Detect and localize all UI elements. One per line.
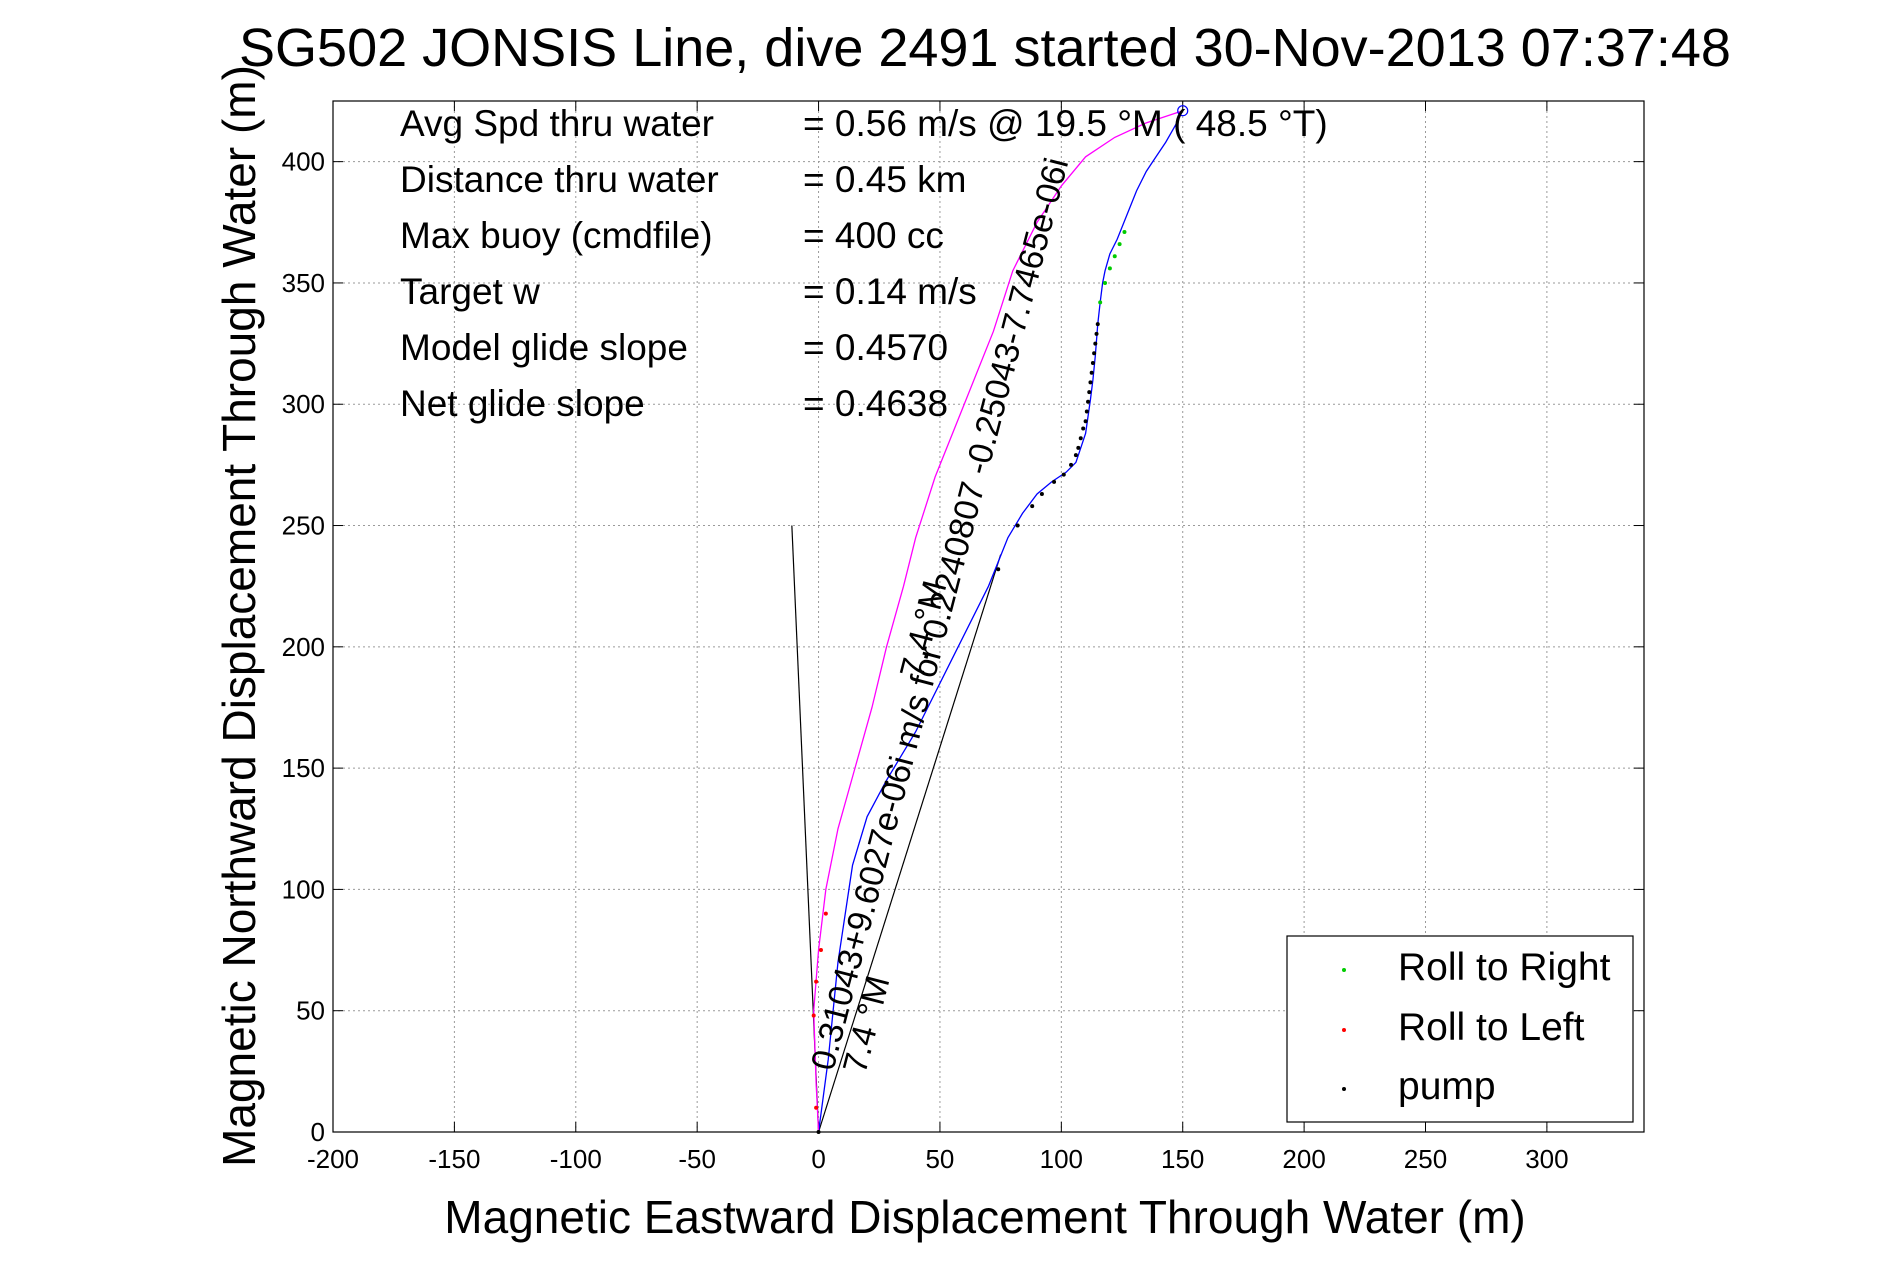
marker-point [1112, 254, 1117, 259]
marker-point [1094, 331, 1099, 336]
x-tick-label: -50 [678, 1144, 716, 1174]
marker-point [884, 780, 889, 785]
marker-point [1087, 390, 1092, 395]
reference-line [817, 554, 1002, 1133]
series-lines [813, 110, 1184, 1133]
chart-title: SG502 JONSIS Line, dive 2491 started 30-… [239, 18, 1731, 78]
marker-point [1069, 462, 1074, 467]
stat-value: = 400 cc [803, 215, 944, 256]
marker-point [1078, 436, 1083, 441]
legend-label-roll-left: Roll to Left [1398, 1006, 1585, 1049]
marker-point [1095, 322, 1100, 327]
legend-label-pump: pump [1398, 1065, 1496, 1108]
y-tick-label: 400 [282, 147, 325, 177]
series-line [813, 110, 1183, 1133]
marker-point [1122, 229, 1127, 234]
marker-point [1030, 504, 1035, 509]
stat-label: Avg Spd thru water [400, 103, 714, 144]
legend-marker-roll-left [1342, 1028, 1346, 1032]
x-tick-label: 150 [1161, 1144, 1204, 1174]
markers [811, 105, 1189, 1134]
stat-value: = 0.45 km [803, 159, 967, 200]
legend-label-roll-right: Roll to Right [1398, 946, 1611, 989]
marker-point [1092, 351, 1097, 356]
stat-value: = 0.4570 [803, 327, 948, 368]
y-axis-ticks: 0 50 100 150 200 250 300 350 400 [282, 147, 1644, 1147]
marker-point [814, 979, 819, 984]
y-tick-label: 200 [282, 632, 325, 662]
stat-label: Net glide slope [400, 383, 645, 424]
stat-value: = 0.56 m/s @ 19.5 °M ( 48.5 °T) [803, 103, 1328, 144]
plot-area [332, 100, 1645, 1133]
x-tick-label: -150 [428, 1144, 480, 1174]
stat-value: = 0.4638 [803, 383, 948, 424]
y-tick-label: 0 [311, 1117, 325, 1147]
marker-point [1103, 280, 1108, 285]
grid [332, 101, 1644, 1133]
marker-point [1083, 419, 1088, 424]
marker-point [1039, 491, 1044, 496]
y-tick-label: 150 [282, 753, 325, 783]
marker-point [1015, 523, 1020, 528]
marker-point [823, 911, 828, 916]
x-tick-label: -200 [307, 1144, 359, 1174]
y-axis-label: Magnetic Northward Displacement Through … [213, 65, 265, 1167]
x-tick-label: 250 [1404, 1144, 1447, 1174]
series-line [817, 110, 1184, 1133]
marker-point [1052, 479, 1057, 484]
marker-point [1089, 370, 1094, 375]
marker-point [1090, 360, 1095, 365]
stat-label: Max buoy (cmdfile) [400, 215, 713, 256]
x-tick-label: 100 [1040, 1144, 1083, 1174]
y-tick-label: 300 [282, 389, 325, 419]
marker-point [818, 948, 823, 953]
marker-point [1081, 426, 1086, 431]
marker-point [1073, 453, 1078, 458]
x-tick-label: 300 [1525, 1144, 1568, 1174]
y-tick-label: 350 [282, 268, 325, 298]
stat-value: = 0.14 m/s [803, 271, 977, 312]
x-axis-ticks: -200 -150 -100 -50 0 50 100 150 200 250 300 [307, 101, 1569, 1174]
marker-point [996, 567, 1001, 572]
stat-label: Distance thru water [400, 159, 719, 200]
marker-point [1098, 300, 1103, 305]
legend: Roll to Right Roll to Left pump [1286, 935, 1634, 1123]
marker-point [1086, 399, 1091, 404]
stat-label: Model glide slope [400, 327, 688, 368]
x-tick-label: 200 [1282, 1144, 1325, 1174]
legend-marker-roll-right [1342, 968, 1346, 972]
x-tick-label: -100 [550, 1144, 602, 1174]
x-tick-label: 50 [925, 1144, 954, 1174]
legend-marker-pump [1342, 1087, 1346, 1091]
y-tick-label: 250 [282, 511, 325, 541]
y-tick-label: 50 [296, 996, 325, 1026]
marker-point [1107, 266, 1112, 271]
x-axis-label: Magnetic Eastward Displacement Through W… [444, 1191, 1525, 1243]
marker-point [1177, 105, 1189, 117]
marker-point [1076, 445, 1081, 450]
marker-point [814, 1105, 819, 1110]
stat-label: Target w [400, 271, 540, 312]
marker-point [811, 1013, 816, 1018]
x-tick-label: 0 [811, 1144, 825, 1174]
stats-block: Avg Spd thru water = 0.56 m/s @ 19.5 °M (… [400, 103, 1328, 424]
marker-point [816, 1130, 821, 1134]
marker-point [1093, 341, 1098, 346]
marker-point [1084, 409, 1089, 414]
marker-point [1117, 242, 1122, 247]
marker-point [1061, 472, 1066, 477]
y-tick-label: 100 [282, 874, 325, 904]
marker-point [1088, 380, 1093, 385]
